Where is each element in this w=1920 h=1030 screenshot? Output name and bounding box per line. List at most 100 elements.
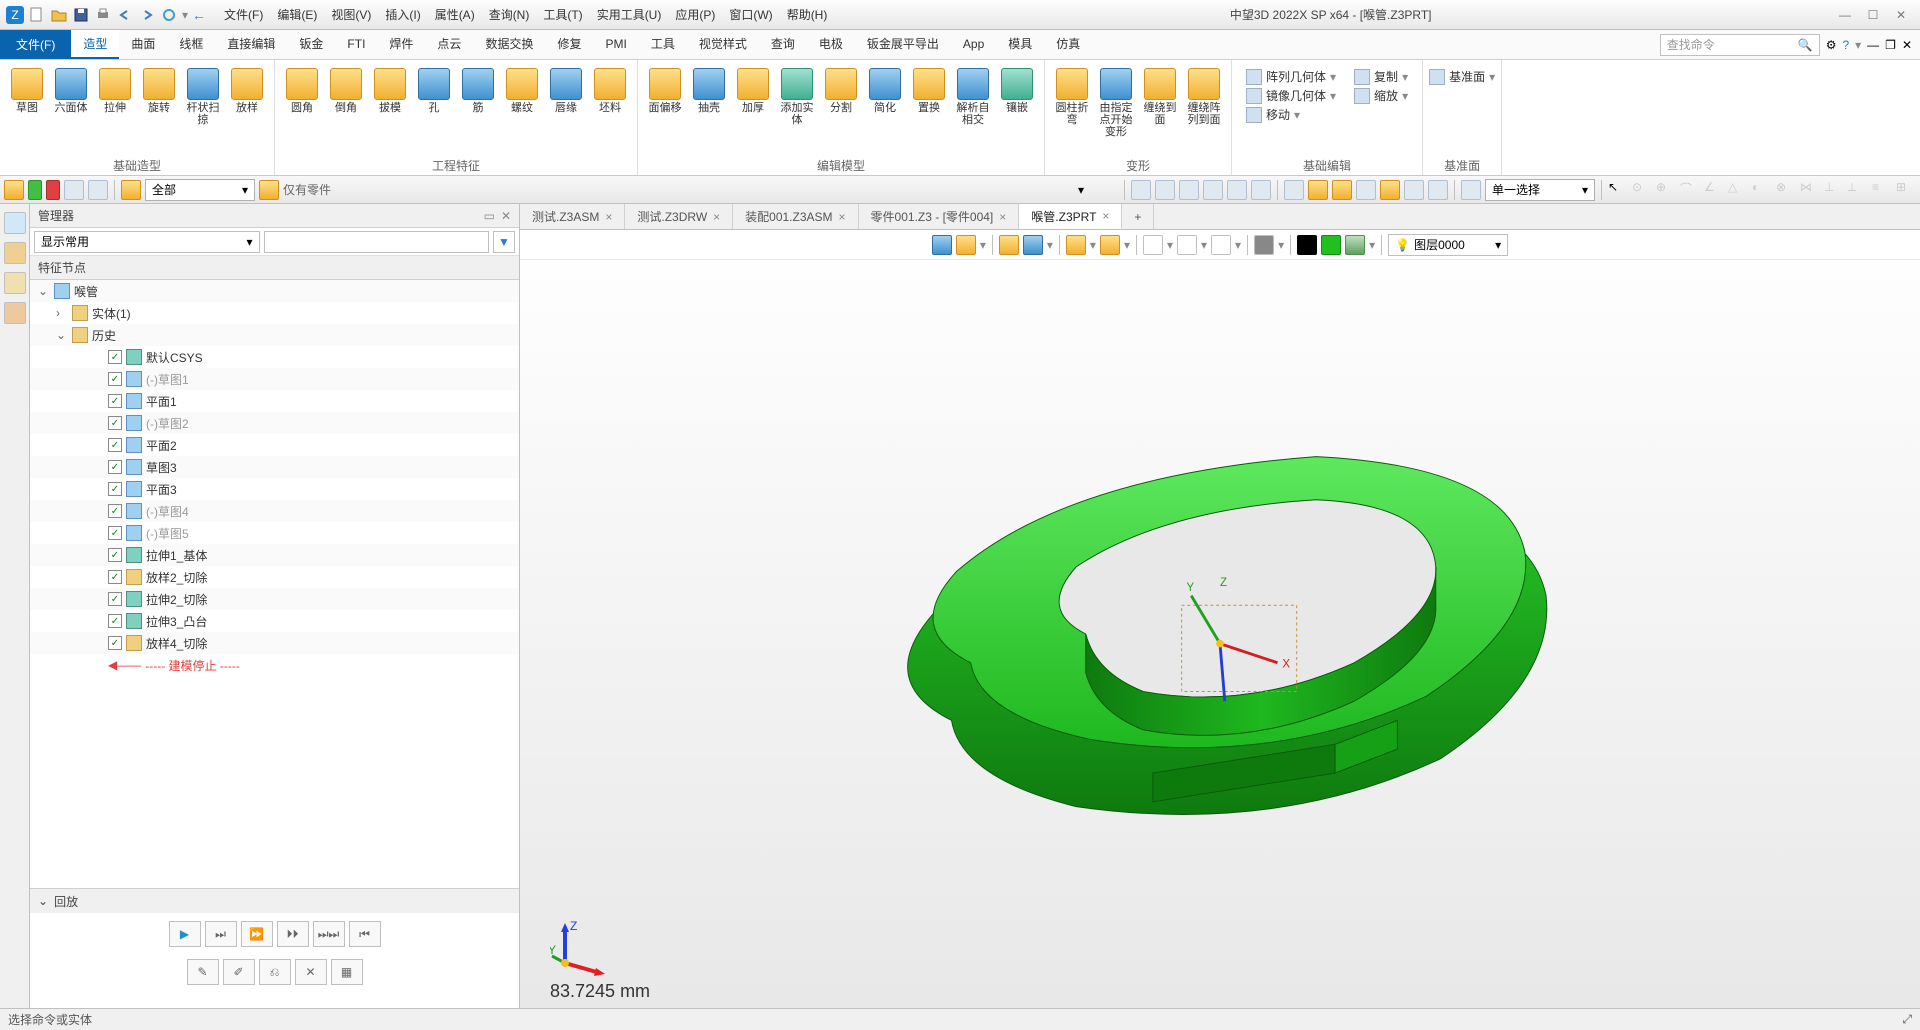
- tb-sk4[interactable]: ⌒: [1680, 180, 1700, 200]
- tb-ic3[interactable]: [1179, 180, 1199, 200]
- skip-fwd-button[interactable]: ⏵⏵: [277, 921, 309, 947]
- open-icon[interactable]: [50, 6, 68, 24]
- tree-checkbox[interactable]: ✓: [108, 504, 122, 518]
- tb-ic2[interactable]: [1155, 180, 1175, 200]
- side-box-icon[interactable]: [4, 242, 26, 264]
- ribbon-button[interactable]: 添加实体: [776, 64, 818, 155]
- vt-grid-icon[interactable]: [1211, 235, 1231, 255]
- tree-checkbox[interactable]: ✓: [108, 548, 122, 562]
- add-tab-button[interactable]: +: [1122, 204, 1154, 229]
- ribbon-tab[interactable]: 修复: [545, 30, 593, 59]
- feature-tree-item[interactable]: ✓放样4_切除: [30, 632, 519, 654]
- pb-tool1[interactable]: ✎: [187, 959, 219, 985]
- ribbon-button[interactable]: 六面体: [50, 64, 92, 155]
- ribbon-tab[interactable]: 仿真: [1044, 30, 1092, 59]
- tb-ic12[interactable]: [1404, 180, 1424, 200]
- tree-checkbox[interactable]: ✓: [108, 372, 122, 386]
- tb-ic10[interactable]: [1356, 180, 1376, 200]
- tool-parts-icon[interactable]: [259, 180, 279, 200]
- tree-checkbox[interactable]: ✓: [108, 592, 122, 606]
- menu-attr[interactable]: 属性(A): [435, 6, 475, 23]
- ribbon-button[interactable]: 圆柱折弯: [1051, 64, 1093, 155]
- play-button[interactable]: ▶: [169, 921, 201, 947]
- tb-ic1[interactable]: [1131, 180, 1151, 200]
- undo-icon[interactable]: [116, 6, 134, 24]
- inner-restore-icon[interactable]: ❐: [1885, 38, 1896, 52]
- tree-checkbox[interactable]: ✓: [108, 482, 122, 496]
- feature-tree-item[interactable]: ✓拉伸1_基体: [30, 544, 519, 566]
- refresh-icon[interactable]: [160, 6, 178, 24]
- search-input[interactable]: 查找命令 🔍: [1660, 34, 1820, 56]
- tool-filter-icon[interactable]: [121, 180, 141, 200]
- ribbon-button[interactable]: 拉伸: [94, 64, 136, 155]
- maximize-icon[interactable]: ☐: [1862, 6, 1884, 24]
- tab-close-icon[interactable]: ×: [713, 210, 720, 224]
- ribbon-button[interactable]: 唇缘: [545, 64, 587, 155]
- ribbon-mini-button[interactable]: 阵列几何体 ▾: [1246, 68, 1336, 85]
- tab-close-icon[interactable]: ×: [605, 210, 612, 224]
- ribbon-tab[interactable]: 焊件: [377, 30, 425, 59]
- tree-checkbox[interactable]: ✓: [108, 350, 122, 364]
- ribbon-mini-button[interactable]: 复制 ▾: [1354, 68, 1408, 85]
- fast-fwd-button[interactable]: ⏩: [241, 921, 273, 947]
- menu-file[interactable]: 文件(F): [224, 6, 263, 23]
- axis-gizmo[interactable]: Z Y: [550, 918, 610, 978]
- tb-sk9[interactable]: ⋈: [1800, 180, 1820, 200]
- ribbon-button[interactable]: 坯料: [589, 64, 631, 155]
- tb-sk2[interactable]: ⊙: [1632, 180, 1652, 200]
- ribbon-mini-button[interactable]: 缩放 ▾: [1354, 87, 1408, 104]
- line-color-swatch[interactable]: [1297, 235, 1317, 255]
- vt-display-icon[interactable]: [1254, 235, 1274, 255]
- tool-remove-icon[interactable]: [46, 180, 60, 200]
- feature-tree-item[interactable]: ✓(-)草图1: [30, 368, 519, 390]
- tree-toggle-icon[interactable]: ›: [56, 306, 68, 320]
- tool-grid-icon[interactable]: [64, 180, 84, 200]
- vt-shade2-icon[interactable]: [1023, 235, 1043, 255]
- ribbon-tab[interactable]: 曲面: [119, 30, 167, 59]
- fill-color-swatch[interactable]: [1321, 235, 1341, 255]
- tab-close-icon[interactable]: ×: [1102, 209, 1109, 223]
- ribbon-button[interactable]: 杆状扫掠: [182, 64, 224, 155]
- collapse-icon[interactable]: ⌄: [38, 894, 48, 908]
- file-tab[interactable]: 文件(F): [0, 30, 71, 59]
- ribbon-tab[interactable]: 数据交换: [473, 30, 545, 59]
- menu-query[interactable]: 查询(N): [489, 6, 530, 23]
- ribbon-button[interactable]: 由指定点开始变形: [1095, 64, 1137, 155]
- feature-tree-item[interactable]: ✓默认CSYS: [30, 346, 519, 368]
- side-user-icon[interactable]: [4, 302, 26, 324]
- new-icon[interactable]: [28, 6, 46, 24]
- ribbon-tab[interactable]: 钣金展平导出: [855, 30, 951, 59]
- ribbon-button[interactable]: 草图: [6, 64, 48, 155]
- layer-combo[interactable]: 💡 图层0000 ▾: [1388, 234, 1508, 256]
- tb-sk6[interactable]: △: [1728, 180, 1748, 200]
- ribbon-button[interactable]: 圆角: [281, 64, 323, 155]
- panel-float-icon[interactable]: ▭: [484, 209, 495, 223]
- tree-checkbox[interactable]: ✓: [108, 636, 122, 650]
- vt-section-icon[interactable]: [1143, 235, 1163, 255]
- ribbon-tab[interactable]: PMI: [593, 30, 638, 59]
- tb-ic7[interactable]: [1284, 180, 1304, 200]
- pb-tool5[interactable]: ▦: [331, 959, 363, 985]
- ribbon-tab[interactable]: 线框: [167, 30, 215, 59]
- ribbon-button[interactable]: 分割: [820, 64, 862, 155]
- ribbon-button[interactable]: 螺纹: [501, 64, 543, 155]
- ribbon-button[interactable]: 拔模: [369, 64, 411, 155]
- ribbon-button[interactable]: 缠绕到面: [1139, 64, 1181, 155]
- ribbon-button[interactable]: 简化: [864, 64, 906, 155]
- feature-tree-item[interactable]: ✓拉伸2_切除: [30, 588, 519, 610]
- panel-close-icon[interactable]: ✕: [501, 209, 511, 223]
- gear-icon[interactable]: ⚙: [1826, 38, 1837, 52]
- vt-material-icon[interactable]: [1345, 235, 1365, 255]
- feature-tree-item[interactable]: ⌄喉管: [30, 280, 519, 302]
- menu-insert[interactable]: 插入(I): [385, 6, 420, 23]
- tool-add-icon[interactable]: [28, 180, 42, 200]
- tool-cube-icon[interactable]: [88, 180, 108, 200]
- ribbon-tab[interactable]: 工具: [639, 30, 687, 59]
- ribbon-tab[interactable]: 钣金: [287, 30, 335, 59]
- menu-utils[interactable]: 实用工具(U): [597, 6, 662, 23]
- vt-persp-icon[interactable]: [1100, 235, 1120, 255]
- ribbon-tab[interactable]: FTI: [335, 30, 377, 59]
- tb-sk11[interactable]: ⟂: [1848, 180, 1868, 200]
- ribbon-mini-button[interactable]: 镜像几何体 ▾: [1246, 87, 1336, 104]
- feature-tree-item[interactable]: ✓(-)草图4: [30, 500, 519, 522]
